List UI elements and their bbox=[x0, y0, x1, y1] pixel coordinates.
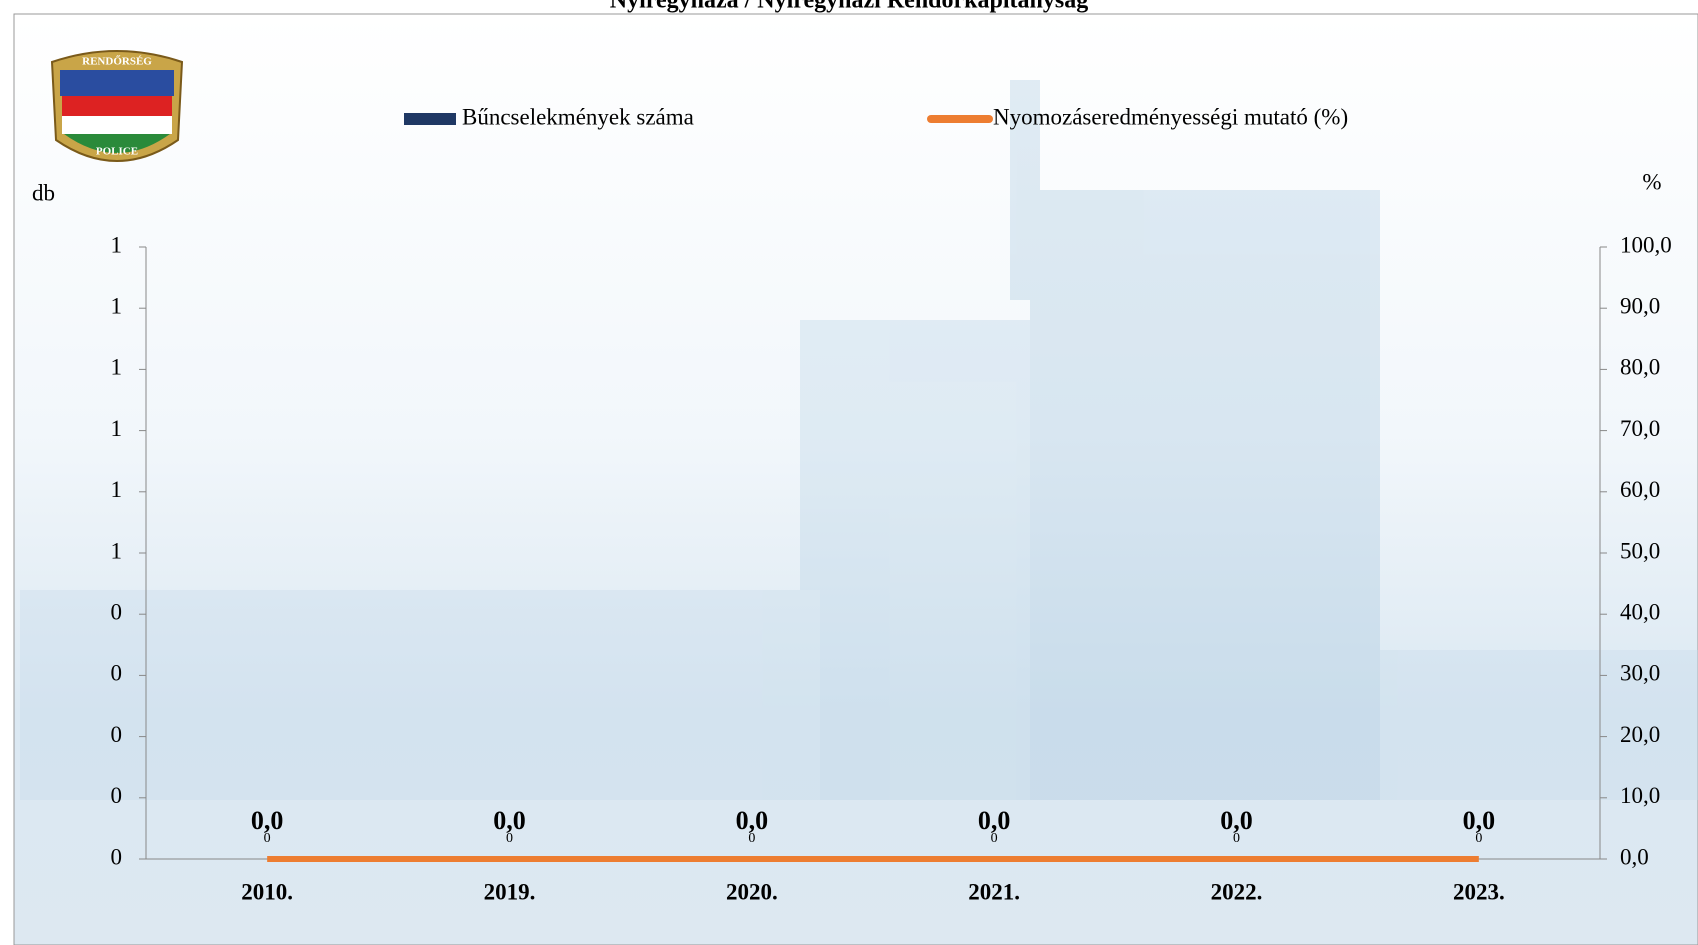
line-value-label: 0,0 bbox=[493, 806, 526, 835]
y2-tick-label: 20,0 bbox=[1620, 722, 1660, 747]
y2-tick-label: 60,0 bbox=[1620, 477, 1660, 502]
y2-tick-label: 100,0 bbox=[1620, 232, 1672, 257]
y-tick-label: 0 bbox=[111, 661, 123, 686]
line-value-label: 0,0 bbox=[1463, 806, 1496, 835]
y2-tick-label: 70,0 bbox=[1620, 416, 1660, 441]
y-tick-label: 1 bbox=[111, 293, 123, 318]
x-tick-label: 2019. bbox=[484, 879, 536, 904]
chart: Nyíregyháza / Nyíregyházi Rendőrkapitány… bbox=[0, 0, 1698, 945]
x-tick-label: 2023. bbox=[1453, 879, 1505, 904]
y-tick-label: 1 bbox=[111, 416, 123, 441]
y-tick-label: 0 bbox=[111, 783, 123, 808]
y2-tick-label: 30,0 bbox=[1620, 661, 1660, 686]
y-tick-label: 0 bbox=[111, 599, 123, 624]
y2-tick-label: 10,0 bbox=[1620, 783, 1660, 808]
legend-label: Bűncselekmények száma bbox=[462, 104, 694, 129]
y2-tick-label: 0,0 bbox=[1620, 844, 1649, 869]
x-tick-label: 2021. bbox=[968, 879, 1020, 904]
line-value-label: 0,0 bbox=[978, 806, 1011, 835]
y2-axis-label: % bbox=[1642, 169, 1661, 194]
line-value-label: 0,0 bbox=[1220, 806, 1253, 835]
legend-label: Nyomozáseredményességi mutató (%) bbox=[993, 104, 1348, 129]
y-tick-label: 1 bbox=[111, 538, 123, 563]
line-value-label: 0,0 bbox=[251, 806, 284, 835]
y-tick-label: 0 bbox=[111, 844, 123, 869]
legend-swatch bbox=[404, 113, 456, 125]
y2-tick-label: 90,0 bbox=[1620, 293, 1660, 318]
y-tick-label: 0 bbox=[111, 722, 123, 747]
y2-tick-label: 50,0 bbox=[1620, 538, 1660, 563]
y-tick-label: 1 bbox=[111, 232, 123, 257]
y2-tick-label: 80,0 bbox=[1620, 355, 1660, 380]
logo: RENDŐRSÉG POLICE bbox=[52, 51, 182, 161]
logo-text: RENDŐRSÉG bbox=[82, 56, 152, 68]
x-tick-label: 2022. bbox=[1211, 879, 1263, 904]
logo-text: POLICE bbox=[96, 146, 138, 158]
x-tick-label: 2010. bbox=[241, 879, 293, 904]
y-tick-label: 1 bbox=[111, 477, 123, 502]
chart-title: Nyíregyháza / Nyíregyházi Rendőrkapitány… bbox=[610, 0, 1088, 14]
line-value-label: 0,0 bbox=[736, 806, 769, 835]
x-tick-label: 2020. bbox=[726, 879, 778, 904]
y2-tick-label: 40,0 bbox=[1620, 599, 1660, 624]
y-tick-label: 1 bbox=[111, 355, 123, 380]
y-axis-label: db bbox=[32, 180, 55, 205]
